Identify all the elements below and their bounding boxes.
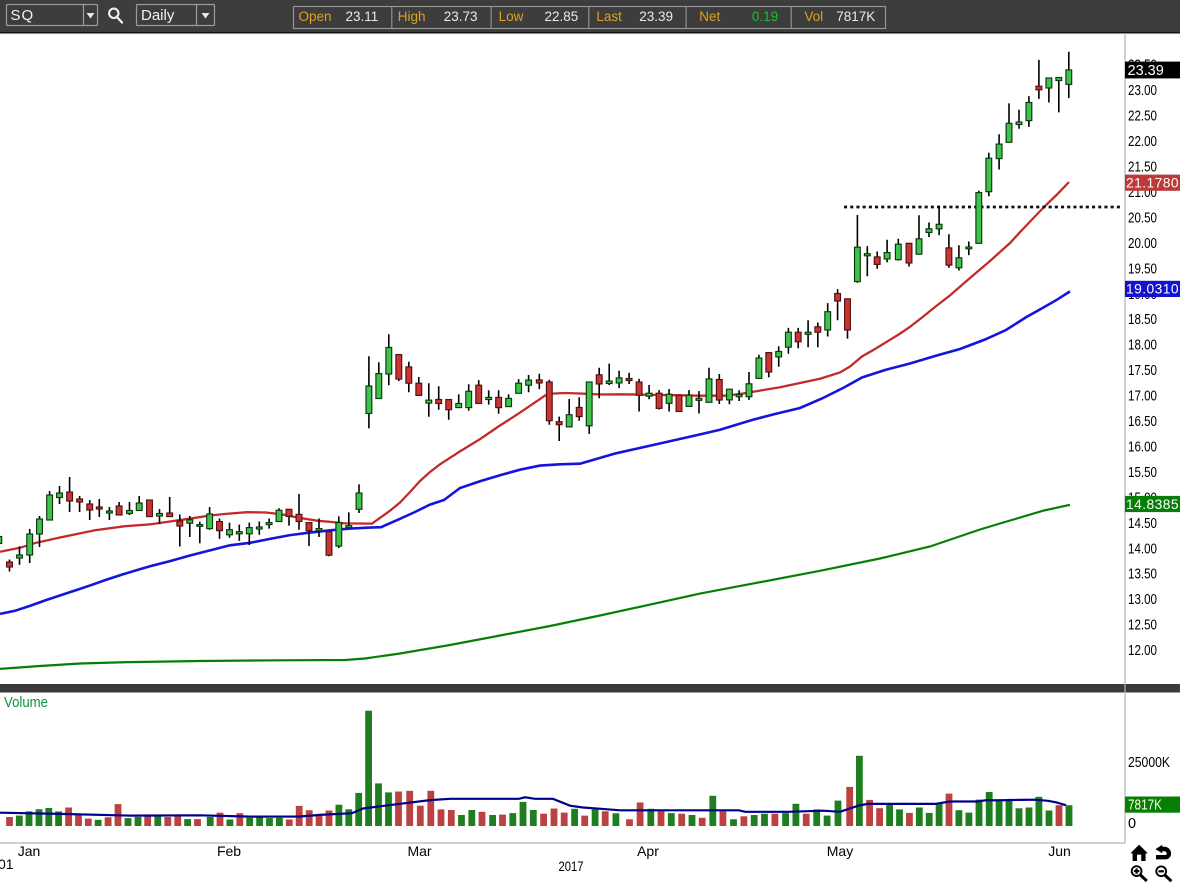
svg-text:Apr: Apr	[637, 843, 659, 859]
svg-text:Open: Open	[299, 9, 332, 24]
svg-text:7817K: 7817K	[836, 9, 875, 24]
svg-text:22.85: 22.85	[545, 9, 579, 24]
svg-text:20.00: 20.00	[1128, 236, 1157, 252]
svg-text:23.11: 23.11	[346, 9, 379, 24]
svg-text:19.0310: 19.0310	[1126, 282, 1179, 297]
svg-text:23.39: 23.39	[639, 9, 673, 24]
svg-text:18.50: 18.50	[1128, 312, 1157, 328]
svg-text:14.8385: 14.8385	[1126, 497, 1179, 512]
svg-text:15.50: 15.50	[1128, 465, 1157, 481]
svg-text:Jun: Jun	[1048, 843, 1071, 859]
svg-text:12.00: 12.00	[1128, 643, 1157, 659]
svg-text:Jan: Jan	[18, 843, 41, 859]
svg-text:20.50: 20.50	[1128, 210, 1157, 226]
svg-text:13.50: 13.50	[1128, 567, 1157, 583]
svg-text:14.00: 14.00	[1128, 541, 1157, 557]
svg-text:17.00: 17.00	[1128, 389, 1157, 405]
svg-text:23.39: 23.39	[1128, 63, 1164, 79]
svg-text:25000K: 25000K	[1128, 755, 1170, 771]
svg-text:May: May	[827, 843, 853, 859]
svg-text:16.50: 16.50	[1128, 414, 1157, 430]
svg-text:0: 0	[1128, 816, 1136, 832]
svg-text:Daily: Daily	[141, 7, 175, 24]
svg-text:Vol: Vol	[804, 9, 823, 24]
svg-text:14.50: 14.50	[1128, 516, 1157, 532]
svg-text:7817K: 7817K	[1128, 798, 1162, 814]
svg-text:Feb: Feb	[217, 843, 241, 859]
svg-text:13.00: 13.00	[1128, 592, 1157, 608]
svg-text:17.50: 17.50	[1128, 363, 1157, 379]
svg-text:18.00: 18.00	[1128, 338, 1157, 354]
svg-text:Net: Net	[699, 9, 720, 24]
svg-text:12.50: 12.50	[1128, 618, 1157, 634]
svg-text:Mar: Mar	[407, 843, 431, 859]
svg-text:Volume: Volume	[4, 694, 48, 711]
svg-text:2017: 2017	[559, 858, 584, 874]
svg-text:22.00: 22.00	[1128, 134, 1157, 150]
svg-text:21.1780: 21.1780	[1126, 176, 1179, 191]
svg-text:21.50: 21.50	[1128, 160, 1157, 176]
svg-text:Last: Last	[596, 9, 622, 24]
svg-text:19.50: 19.50	[1128, 261, 1157, 277]
svg-text:SQ: SQ	[11, 7, 35, 24]
svg-text:23.73: 23.73	[444, 9, 478, 24]
svg-text:0.19: 0.19	[752, 9, 778, 24]
svg-text:23.00: 23.00	[1128, 83, 1157, 99]
svg-text:01: 01	[0, 856, 14, 872]
svg-text:22.50: 22.50	[1128, 109, 1157, 125]
svg-text:16.00: 16.00	[1128, 440, 1157, 456]
svg-text:High: High	[398, 9, 426, 24]
svg-text:Low: Low	[499, 9, 524, 24]
